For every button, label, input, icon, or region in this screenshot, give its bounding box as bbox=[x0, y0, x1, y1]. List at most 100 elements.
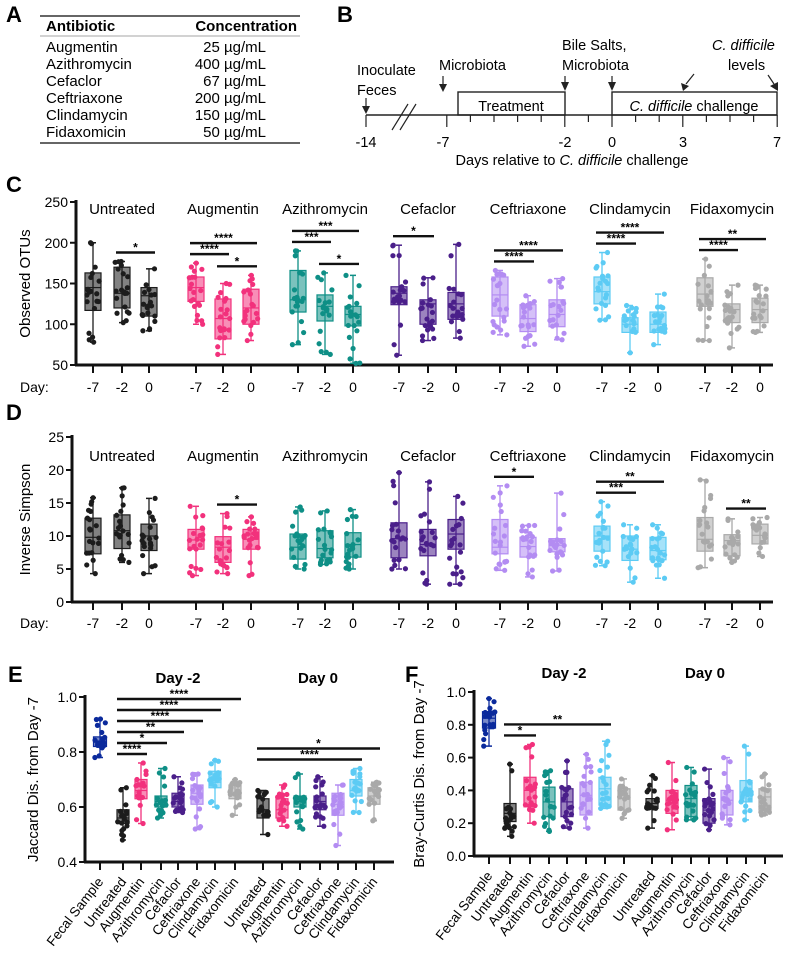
box-plot bbox=[312, 774, 328, 829]
data-point bbox=[604, 795, 610, 801]
arrow-down-icon bbox=[439, 76, 447, 92]
data-point bbox=[345, 322, 351, 329]
y-axis-label: Inverse Simpson bbox=[17, 464, 34, 576]
table-row: Ceftriaxone 200 µg/mL bbox=[46, 90, 266, 107]
data-point bbox=[704, 520, 710, 526]
data-point bbox=[146, 509, 152, 516]
significance-label: **** bbox=[519, 238, 538, 252]
significance-bar: **** bbox=[117, 687, 241, 701]
data-point bbox=[683, 792, 689, 798]
data-point bbox=[456, 328, 462, 335]
bile-microbiota-label: Microbiota bbox=[562, 58, 630, 74]
data-point bbox=[102, 720, 108, 726]
day-label: 0 bbox=[247, 379, 255, 395]
data-point bbox=[599, 758, 605, 764]
day-label: -7 bbox=[87, 379, 100, 395]
data-point bbox=[644, 789, 650, 795]
day-label: -7 bbox=[699, 615, 712, 631]
data-point bbox=[547, 547, 553, 554]
data-point bbox=[88, 274, 94, 281]
table-row: Azithromycin 400 µg/mL bbox=[46, 56, 266, 73]
data-point bbox=[519, 322, 525, 329]
data-point bbox=[246, 537, 253, 543]
box-plot bbox=[490, 267, 510, 338]
data-point bbox=[147, 524, 153, 530]
data-point bbox=[711, 817, 717, 823]
data-point bbox=[331, 821, 337, 828]
box-plot bbox=[683, 764, 699, 823]
data-point bbox=[550, 815, 556, 821]
box-plot bbox=[578, 751, 594, 831]
data-point bbox=[337, 831, 343, 837]
group-title: Cefaclor bbox=[400, 201, 456, 218]
data-point bbox=[657, 550, 663, 556]
data-point bbox=[644, 803, 650, 810]
data-point bbox=[756, 550, 762, 556]
data-point bbox=[84, 562, 90, 568]
data-point bbox=[651, 328, 657, 334]
data-point bbox=[326, 312, 332, 318]
data-point bbox=[755, 284, 761, 290]
data-point bbox=[85, 287, 91, 293]
data-point bbox=[119, 485, 125, 491]
concentration-value: 150 µg/mL bbox=[195, 107, 266, 124]
data-point bbox=[327, 351, 333, 358]
data-point bbox=[276, 817, 282, 823]
day-prefix-label: Day: bbox=[20, 379, 49, 395]
data-point bbox=[627, 565, 633, 571]
box-plot bbox=[186, 260, 206, 327]
data-point bbox=[114, 512, 120, 518]
day-label: 0 bbox=[756, 379, 764, 395]
box-plot bbox=[289, 504, 308, 572]
data-point bbox=[171, 774, 177, 780]
day-label: -2 bbox=[624, 615, 637, 631]
data-point bbox=[429, 326, 436, 332]
data-point bbox=[525, 785, 531, 791]
data-point bbox=[391, 299, 397, 305]
data-point bbox=[343, 565, 349, 571]
box-plot bbox=[757, 771, 772, 818]
data-point bbox=[429, 529, 435, 535]
data-point bbox=[669, 794, 675, 800]
y-axis-label: Observed OTUs bbox=[17, 229, 34, 337]
data-point bbox=[353, 779, 359, 785]
data-point bbox=[649, 535, 656, 542]
data-point bbox=[460, 500, 466, 506]
day-label: -2 bbox=[116, 379, 129, 395]
data-point bbox=[124, 309, 130, 315]
data-point bbox=[218, 541, 225, 547]
data-point bbox=[247, 278, 253, 284]
data-point bbox=[147, 541, 154, 548]
data-point bbox=[620, 533, 626, 540]
data-point bbox=[215, 351, 221, 358]
data-point bbox=[547, 278, 553, 284]
data-point bbox=[125, 531, 131, 537]
box-plot bbox=[547, 490, 567, 574]
data-point bbox=[186, 537, 193, 543]
data-point bbox=[704, 323, 710, 330]
antibiotic-name: Azithromycin bbox=[46, 56, 132, 73]
data-point bbox=[242, 313, 248, 319]
data-point bbox=[695, 337, 701, 343]
significance-label: ** bbox=[741, 497, 751, 511]
data-point bbox=[194, 784, 200, 790]
group-title: Augmentin bbox=[187, 448, 259, 465]
data-point bbox=[316, 341, 322, 347]
box-plot bbox=[490, 483, 510, 573]
data-point bbox=[457, 549, 464, 555]
data-point bbox=[188, 281, 195, 287]
data-point bbox=[602, 302, 609, 308]
box-plot bbox=[241, 272, 261, 344]
data-point bbox=[426, 519, 433, 525]
box-plot bbox=[518, 293, 538, 349]
data-point bbox=[89, 270, 95, 277]
significance-bar: * bbox=[217, 493, 257, 507]
data-point bbox=[564, 769, 570, 775]
data-point bbox=[119, 820, 125, 826]
data-point bbox=[245, 531, 251, 537]
data-point bbox=[242, 309, 248, 315]
box-plot bbox=[92, 716, 108, 761]
data-point bbox=[532, 552, 538, 558]
data-point bbox=[146, 326, 153, 333]
data-point bbox=[350, 345, 356, 352]
